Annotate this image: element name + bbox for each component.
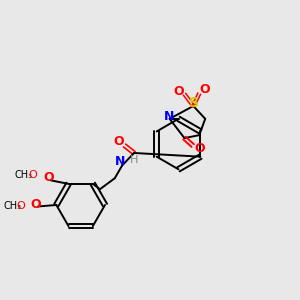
Text: H: H [130, 155, 138, 165]
Text: O: O [43, 171, 54, 184]
Text: S: S [189, 96, 199, 110]
Text: O: O [194, 142, 205, 155]
Text: CH₃: CH₃ [4, 202, 22, 212]
Text: O: O [199, 83, 210, 97]
Text: CH₃: CH₃ [15, 170, 33, 180]
Text: O: O [28, 170, 37, 180]
Text: N: N [164, 110, 174, 123]
Text: O: O [17, 201, 26, 211]
Text: O: O [174, 85, 184, 98]
Text: O: O [113, 136, 124, 148]
Text: O: O [30, 199, 41, 212]
Text: N: N [115, 155, 125, 168]
